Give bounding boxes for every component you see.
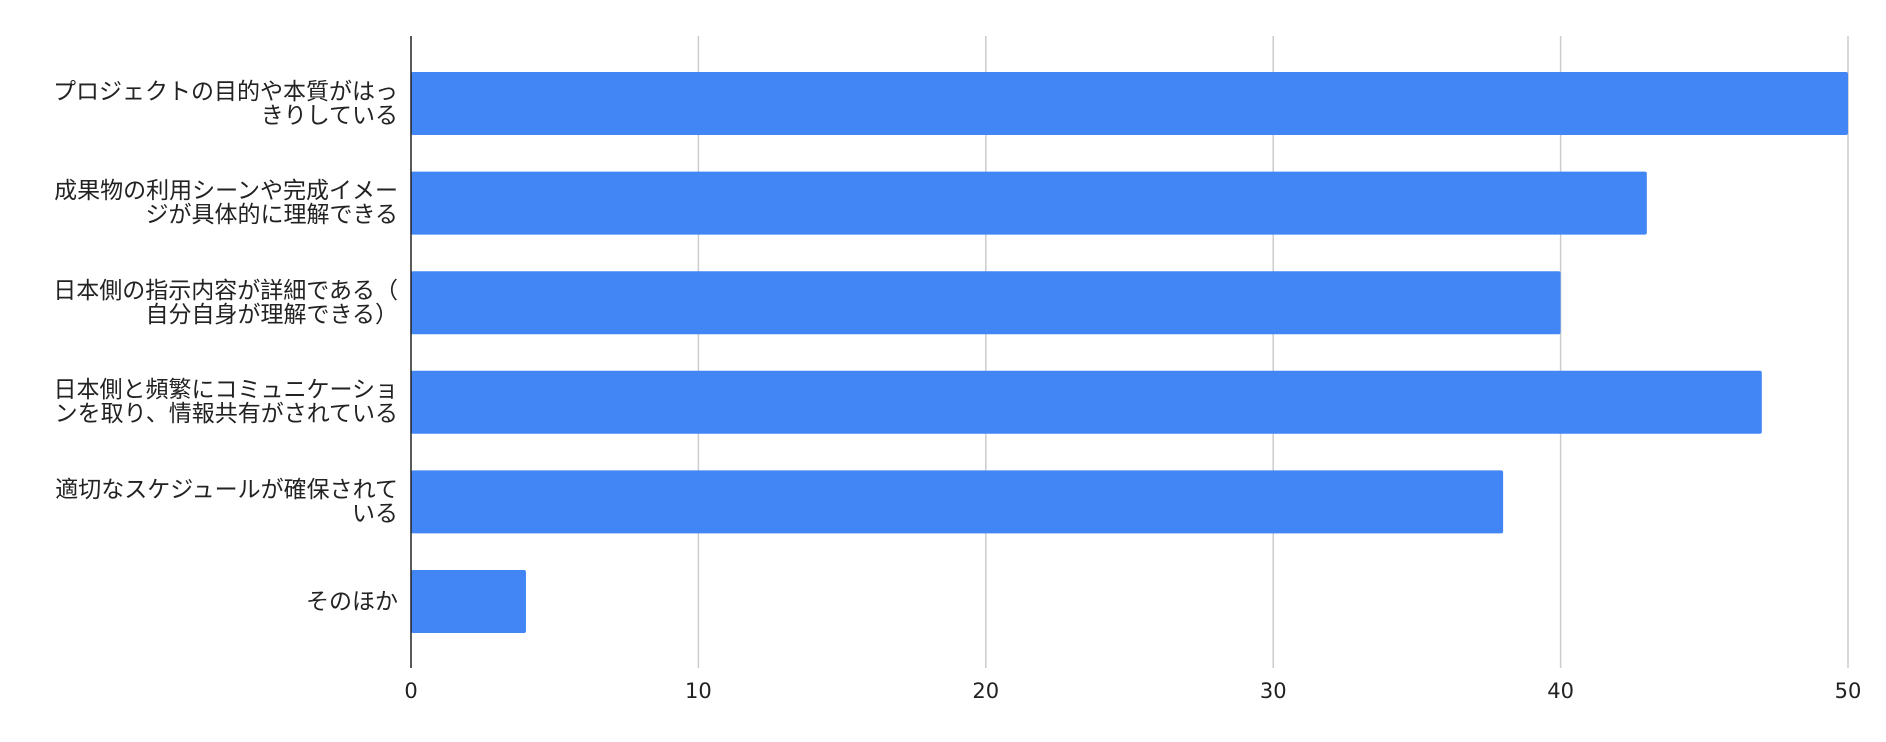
x-tick-label: 40 [1547, 679, 1574, 703]
bar [411, 470, 1504, 534]
bar [411, 171, 1647, 235]
y-tick-label: そのほか [306, 588, 398, 615]
x-tick-label: 30 [1260, 679, 1287, 703]
y-tick-label: 日本側の指示内容が詳細である（自分自身が理解できる） [53, 277, 398, 328]
y-tick-label: プロジェクトの目的や本質がはっきりしている [53, 78, 398, 129]
bar [411, 72, 1848, 135]
bar [411, 570, 526, 633]
x-tick-label: 50 [1835, 679, 1862, 703]
x-tick-label: 20 [972, 679, 999, 703]
bar [411, 370, 1762, 434]
x-tick-label: 0 [404, 679, 417, 703]
y-tick-label: 日本側と頻繁にコミュニケーションを取り、情報共有がされている [53, 377, 398, 428]
y-tick-label: 適切なスケジュールが確保されている [55, 476, 398, 527]
bar [411, 271, 1561, 335]
y-tick-label: 成果物の利用シーンや完成イメージが具体的に理解できる [54, 178, 398, 229]
x-tick-label: 10 [685, 679, 712, 703]
